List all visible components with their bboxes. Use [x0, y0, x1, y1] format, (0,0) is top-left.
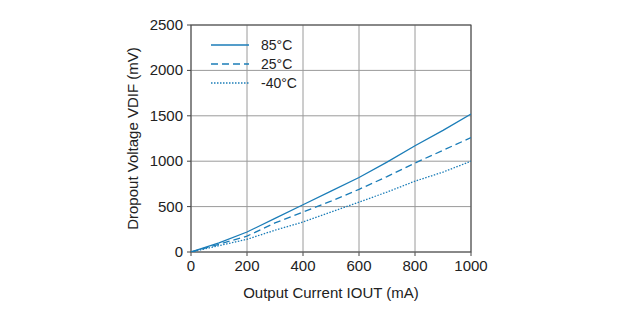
tick-label: 1500 — [150, 107, 183, 124]
tick-label: 1000 — [150, 152, 183, 169]
tick-label: 800 — [402, 257, 427, 274]
legend-swatch — [211, 82, 249, 83]
tick — [187, 206, 191, 207]
tick — [187, 252, 191, 253]
tick-label: 0 — [175, 243, 183, 260]
x-axis-label: Output Current IOUT (mA) — [243, 284, 419, 301]
tick-label: 1000 — [454, 257, 487, 274]
tick-label: 600 — [346, 257, 371, 274]
grid-line — [247, 25, 248, 252]
series-group — [191, 114, 471, 252]
plot-frame — [191, 25, 471, 252]
grid-line — [191, 161, 471, 162]
tick — [187, 70, 191, 71]
tick — [359, 252, 360, 256]
series-line — [191, 138, 471, 252]
tick-label: 200 — [234, 257, 259, 274]
tick-label: 0 — [187, 257, 195, 274]
grid-line — [191, 115, 471, 116]
tick — [303, 252, 304, 256]
y-axis-label: Dropout Voltage VDIF (mV) — [124, 47, 141, 230]
tick-label: 2000 — [150, 61, 183, 78]
tick — [191, 252, 192, 256]
chart: 0 200 400 600 800 1000 0 500 1000 1500 2000 2500 85°… — [0, 0, 624, 312]
legend-label: 25°C — [261, 56, 292, 72]
grid-line — [303, 25, 304, 252]
legend-swatch — [211, 44, 249, 45]
grid-line — [359, 25, 360, 252]
series-line — [191, 161, 471, 252]
legend-swatch — [211, 63, 249, 64]
grid-line — [191, 206, 471, 207]
tick — [187, 25, 191, 26]
tick — [471, 252, 472, 256]
tick-label: 500 — [158, 198, 183, 215]
grid-line — [191, 70, 471, 71]
tick — [187, 161, 191, 162]
legend-label: -40°C — [261, 75, 297, 91]
tick — [187, 115, 191, 116]
grid-line — [415, 25, 416, 252]
tick — [247, 252, 248, 256]
series-line — [191, 114, 471, 252]
legend-label: 85°C — [261, 37, 292, 53]
tick-label: 400 — [290, 257, 315, 274]
tick — [415, 252, 416, 256]
tick-label: 2500 — [150, 16, 183, 33]
